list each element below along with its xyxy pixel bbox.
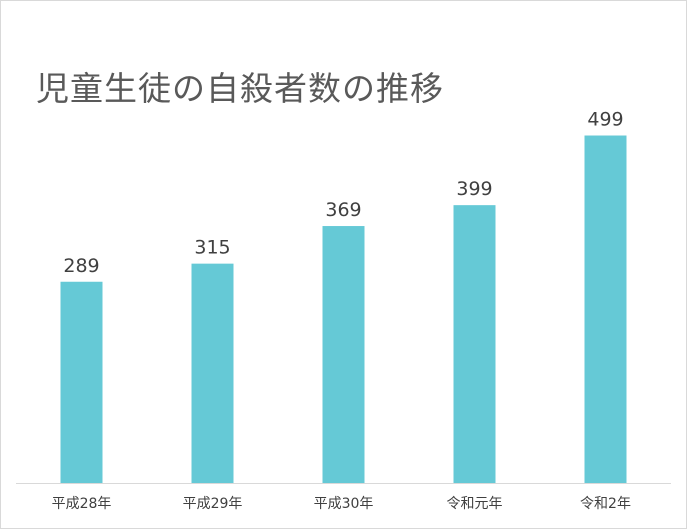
bar-3 [322,226,365,484]
chart-title: 児童生徒の自殺者数の推移 [36,69,444,108]
bar-1 [60,281,103,483]
x-tick-labels-group: 平成28年 平成29年 平成30年 令和元年 令和2年 [52,496,631,512]
bar-2 [191,263,234,483]
x-tick-label-4: 令和元年 [447,496,503,512]
value-label-5: 499 [587,109,623,131]
value-label-2: 315 [194,237,230,259]
x-tick-label-1: 平成28年 [52,496,112,512]
bars-group [60,135,627,484]
x-tick-label-5: 令和2年 [580,496,631,512]
value-label-1: 289 [63,255,99,277]
bar-5 [584,135,627,484]
value-label-3: 369 [325,199,361,221]
x-tick-label-2: 平成29年 [183,496,243,512]
bar-4 [453,205,496,483]
value-label-4: 399 [456,178,492,200]
value-labels-group: 289 315 369 399 499 [63,109,623,277]
x-tick-label-3: 平成30年 [314,496,374,512]
